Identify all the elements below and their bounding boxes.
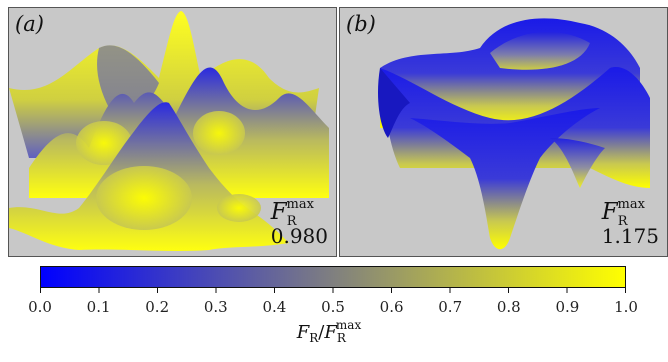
fmax-annotation: FRmax 0.980 <box>270 197 328 249</box>
colorbar-tick-label: 0.4 <box>262 298 287 316</box>
colorbar-tick-label: 0.9 <box>555 298 580 316</box>
colorbar-ticks <box>40 288 626 293</box>
label-denominator: F <box>324 322 337 343</box>
panel-a: (a) FRmax 0.980 <box>8 7 337 257</box>
fmax-symbol: F <box>601 199 618 225</box>
surface-hotspot <box>96 166 192 230</box>
surface-plot-b <box>377 18 650 250</box>
panel-label: (b) <box>346 12 376 36</box>
colorbar-tick-label: 0.5 <box>321 298 345 316</box>
label-numerator-sub: R <box>309 331 319 345</box>
fmax-symbol: F <box>270 199 287 225</box>
colorbar-tick-label: 0.6 <box>379 298 404 316</box>
fmax-annotation: FRmax 1.175 <box>601 197 659 249</box>
label-denominator-sub: R <box>336 331 346 345</box>
colorbar-tick-label: 0.0 <box>28 298 52 316</box>
panel-b: (b) FRmax 1.175 <box>339 7 668 257</box>
colorbar-tick-label: 0.2 <box>145 298 170 316</box>
surface-plot-a <box>9 11 329 251</box>
panel-label: (a) <box>15 12 44 36</box>
fmax-value: 1.175 <box>601 224 659 249</box>
label-slash: / <box>318 322 325 343</box>
colorbar-tick-label: 1.0 <box>614 298 638 316</box>
surface-shade <box>490 31 590 70</box>
label-denominator-sup: max <box>335 318 362 332</box>
colorbar-tick-label: 0.8 <box>496 298 521 316</box>
colorbar <box>40 266 626 288</box>
fmax-value: 0.980 <box>270 224 328 249</box>
surface-left-edge <box>377 68 410 138</box>
colorbar-label: FR/FRmax <box>0 318 668 345</box>
surface-hotspot <box>217 194 261 222</box>
label-numerator: F <box>296 322 310 343</box>
colorbar-tick-label: 0.3 <box>203 298 228 316</box>
fmax-subscript: R <box>617 214 628 229</box>
colorbar-tick-label: 0.1 <box>86 298 111 316</box>
fmax-subscript: R <box>286 214 297 229</box>
surface-front-well <box>410 108 600 250</box>
colorbar-tick-label: 0.7 <box>438 298 463 316</box>
surface-right-pocket <box>550 138 605 188</box>
fmax-superscript: max <box>617 197 645 212</box>
fmax-superscript: max <box>286 197 314 212</box>
surface-hotspot <box>193 111 245 155</box>
